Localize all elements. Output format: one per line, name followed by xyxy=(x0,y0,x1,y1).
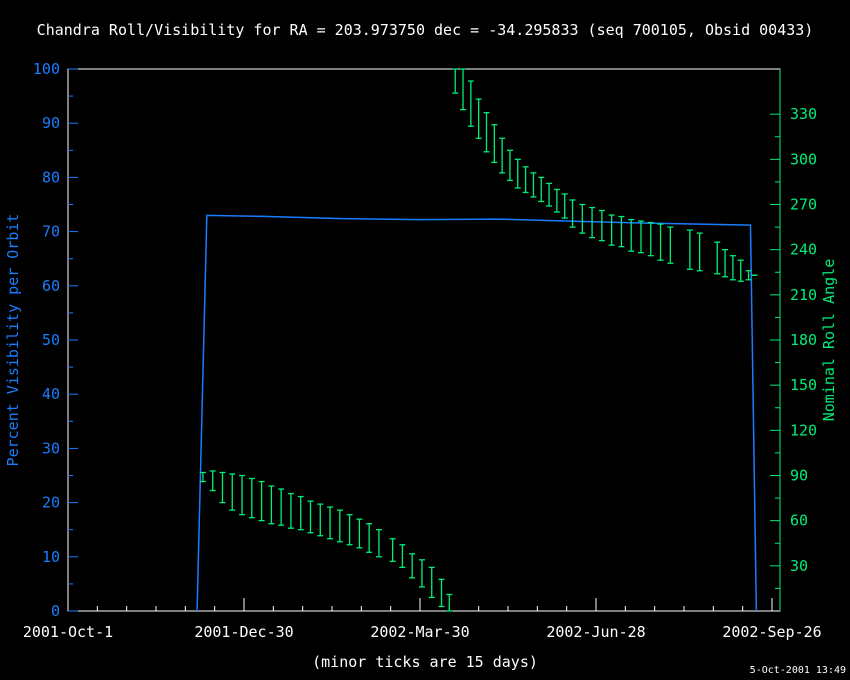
roll-error-bar xyxy=(530,172,537,198)
roll-error-bar xyxy=(589,206,596,239)
roll-error-bar xyxy=(389,538,396,562)
roll-error-bar xyxy=(506,149,513,182)
roll-error-bar xyxy=(737,259,744,282)
roll-error-bar xyxy=(514,158,521,189)
roll-error-bar xyxy=(598,209,605,242)
roll-error-bar xyxy=(722,249,729,278)
roll-error-bar xyxy=(579,203,586,234)
roll-error-bar xyxy=(248,477,255,519)
y-axis-label: Percent Visibility per Orbit xyxy=(4,214,22,467)
x-axis-label: (minor ticks are 15 days) xyxy=(312,653,538,671)
y2-tick-label: 270 xyxy=(790,196,817,214)
roll-error-bar xyxy=(745,270,752,281)
roll-error-bar xyxy=(268,485,275,525)
roll-error-bar xyxy=(297,495,304,531)
y2-tick-label: 90 xyxy=(790,467,808,485)
roll-error-bar xyxy=(446,593,453,612)
roll-error-bar xyxy=(686,229,693,270)
y-tick-label: 40 xyxy=(42,385,60,403)
roll-error-bar xyxy=(346,513,353,546)
roll-error-bar xyxy=(483,112,490,153)
y2-tick-label: 210 xyxy=(790,286,817,304)
roll-error-bar xyxy=(637,220,644,254)
y-tick-label: 50 xyxy=(42,331,60,349)
plot-frame xyxy=(67,68,781,612)
roll-error-bar xyxy=(317,503,324,537)
roll-error-bar xyxy=(258,480,265,522)
y-tick-label: 90 xyxy=(42,114,60,132)
roll-error-bar xyxy=(608,214,615,246)
roll-error-bar xyxy=(219,471,226,504)
visibility-line xyxy=(196,214,758,612)
x-tick-label: 2002-Jun-28 xyxy=(546,623,645,641)
roll-error-bar xyxy=(428,566,435,599)
roll-error-bar xyxy=(287,492,294,529)
roll-error-bar xyxy=(561,193,568,219)
y-tick-label: 30 xyxy=(42,439,60,457)
roll-error-bar xyxy=(714,241,721,275)
timestamp: 5-Oct-2001 13:49 xyxy=(750,665,846,676)
roll-error-bar xyxy=(667,226,674,264)
y-tick-label: 20 xyxy=(42,494,60,512)
x-tick-label: 2001-Dec-30 xyxy=(194,623,293,641)
roll-error-bar xyxy=(366,523,373,553)
roll-error-bar xyxy=(375,529,382,558)
y-tick-label: 60 xyxy=(42,277,60,295)
roll-error-bar xyxy=(307,500,314,534)
roll-error-bar xyxy=(628,218,635,252)
roll-error-bar xyxy=(467,80,474,127)
roll-error-bar xyxy=(491,124,498,163)
roll-error-bar xyxy=(696,232,703,272)
y2-tick-label: 120 xyxy=(790,421,817,439)
roll-error-bar xyxy=(618,215,625,248)
roll-error-bar xyxy=(452,68,459,94)
roll-error-bar xyxy=(647,221,654,257)
roll-error-bar xyxy=(356,518,363,549)
x-tick-label: 2002-Mar-30 xyxy=(370,623,469,641)
y-tick-label: 0 xyxy=(51,602,60,620)
y2-tick-label: 180 xyxy=(790,331,817,349)
y-tick-label: 10 xyxy=(42,548,60,566)
y-tick-label: 100 xyxy=(33,60,60,78)
y2-tick-label: 330 xyxy=(790,105,817,123)
roll-error-bar xyxy=(327,506,334,540)
y2-tick-label: 30 xyxy=(790,557,808,575)
roll-error-bar xyxy=(199,471,206,483)
roll-error-bar xyxy=(438,578,445,608)
y2-tick-label: 150 xyxy=(790,376,817,394)
roll-error-bar xyxy=(569,199,576,228)
roll-error-bar xyxy=(409,553,416,579)
roll-error-bar xyxy=(229,473,236,511)
roll-error-bar xyxy=(209,470,216,492)
x-tick-label: 2001-Oct-1 xyxy=(23,623,113,641)
roll-error-bar xyxy=(418,559,425,588)
y2-tick-label: 240 xyxy=(790,241,817,259)
y2-tick-label: 60 xyxy=(790,512,808,530)
roll-error-bar xyxy=(336,509,343,543)
roll-error-bar xyxy=(657,223,664,261)
roll-error-bar xyxy=(399,544,406,568)
roll-error-bar xyxy=(538,176,545,203)
roll-error-bar xyxy=(475,98,482,139)
roll-error-bar xyxy=(546,182,553,207)
y2-tick-label: 300 xyxy=(790,150,817,168)
roll-error-bar xyxy=(522,166,529,194)
x-tick-label: 2002-Sep-26 xyxy=(722,623,821,641)
roll-error-bar xyxy=(239,474,246,516)
roll-error-bar xyxy=(278,488,285,526)
chart-title: Chandra Roll/Visibility for RA = 203.973… xyxy=(37,21,814,39)
roll-error-bar xyxy=(729,255,736,281)
roll-error-bar xyxy=(499,137,506,174)
y2-axis-label: Nominal Roll Angle xyxy=(820,259,838,422)
roll-error-bar xyxy=(460,68,467,111)
y-tick-label: 70 xyxy=(42,223,60,241)
roll-error-bar xyxy=(553,188,560,213)
y-tick-label: 80 xyxy=(42,168,60,186)
